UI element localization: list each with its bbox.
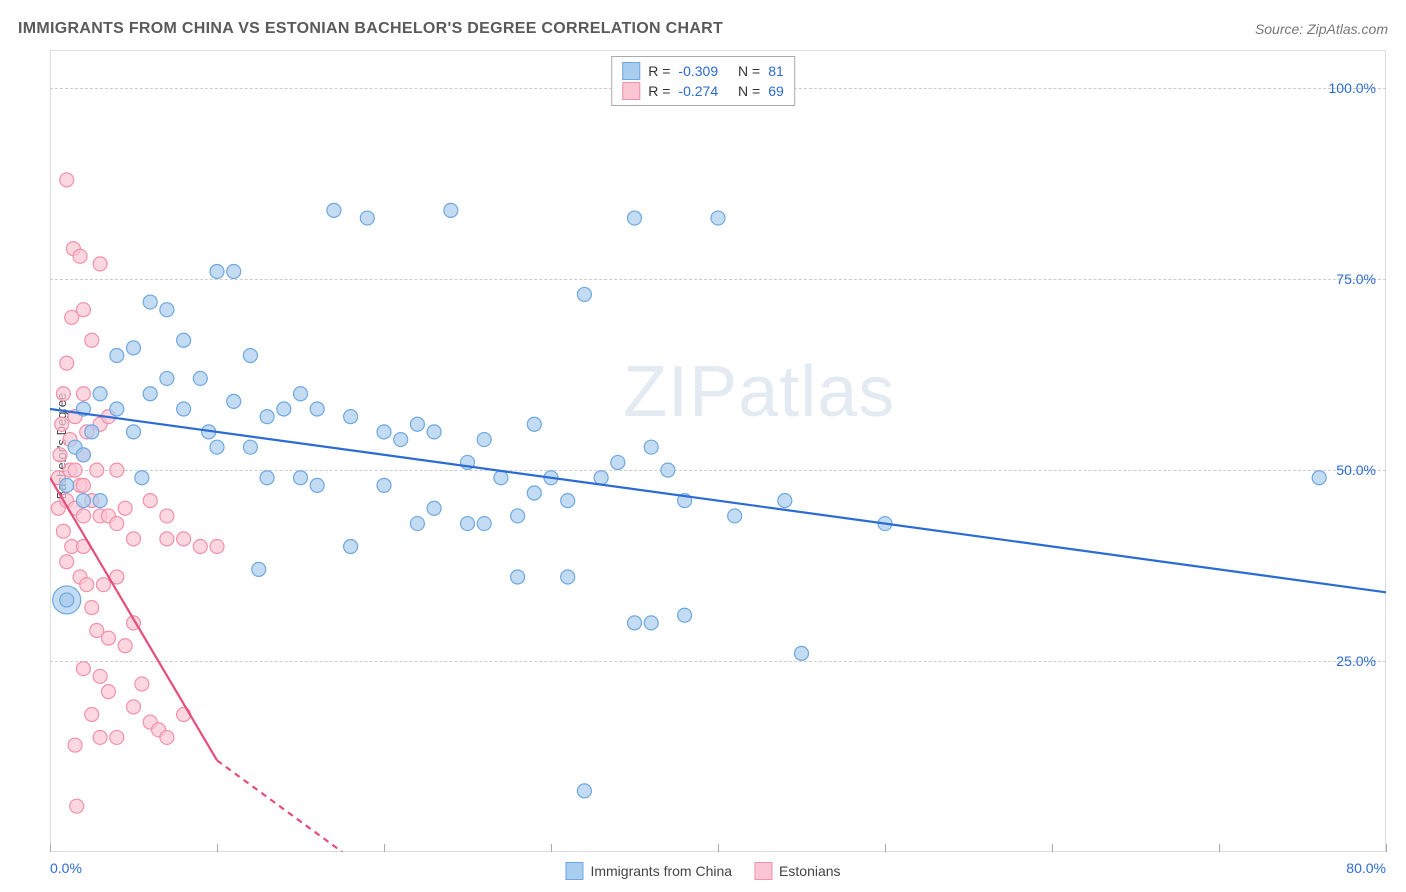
n-label: N = [738, 83, 760, 99]
page-title: IMMIGRANTS FROM CHINA VS ESTONIAN BACHEL… [18, 20, 723, 38]
swatch-china [622, 62, 640, 80]
swatch-estonia [622, 82, 640, 100]
series-legend: Immigrants from China Estonians [565, 862, 840, 880]
legend-item-estonia: Estonians [754, 862, 840, 880]
chart-border [50, 50, 1386, 852]
r-value-estonia: -0.274 [678, 83, 718, 99]
legend-swatch-estonia [754, 862, 772, 880]
r-label: R = [648, 83, 670, 99]
correlation-legend: R = -0.309 N = 81 R = -0.274 N = 69 [611, 56, 795, 106]
n-value-estonia: 69 [768, 83, 784, 99]
r-label: R = [648, 63, 670, 79]
correlation-row-estonia: R = -0.274 N = 69 [622, 81, 784, 101]
source-prefix: Source: [1255, 21, 1307, 37]
source-name: ZipAtlas.com [1307, 21, 1388, 37]
legend-item-china: Immigrants from China [565, 862, 732, 880]
x-axis-min-label: 0.0% [50, 860, 82, 876]
x-axis-max-label: 80.0% [1346, 860, 1386, 876]
legend-label-estonia: Estonians [779, 863, 840, 879]
correlation-row-china: R = -0.309 N = 81 [622, 61, 784, 81]
legend-label-china: Immigrants from China [590, 863, 732, 879]
n-label: N = [738, 63, 760, 79]
n-value-china: 81 [768, 63, 784, 79]
source-attribution: Source: ZipAtlas.com [1255, 21, 1388, 37]
legend-swatch-china [565, 862, 583, 880]
r-value-china: -0.309 [678, 63, 718, 79]
